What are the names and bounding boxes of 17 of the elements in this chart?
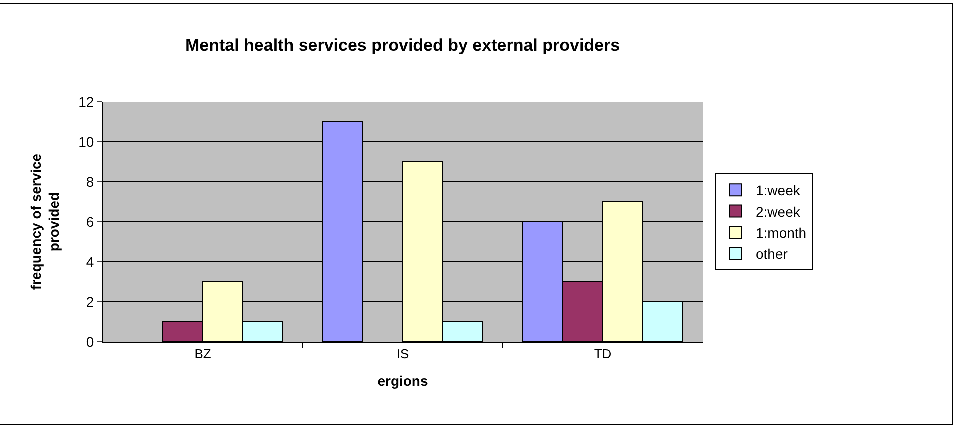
y-tick-label: 4	[86, 254, 94, 270]
legend-label: other	[756, 246, 788, 262]
x-tick-label: BZ	[194, 346, 212, 362]
x-tick-label: TD	[594, 346, 612, 362]
y-tick-label: 10	[78, 134, 94, 150]
x-axis-title: ergions	[378, 372, 428, 389]
y-tick-label: 6	[86, 214, 94, 230]
legend-label: 1:month	[756, 224, 807, 241]
y-tick-label: 0	[86, 334, 94, 350]
y-tick-label: 8	[86, 174, 94, 190]
y-tick-label: 12	[78, 94, 94, 110]
chart-title: Mental health services provided by external providers	[185, 36, 620, 55]
x-tick-label: IS	[396, 346, 410, 362]
y-axis-title: frequency of service provided	[28, 154, 62, 290]
y-tick-label: 2	[86, 294, 94, 310]
legend-label: 1:week	[756, 182, 802, 199]
legend-label: 2:week	[756, 204, 802, 220]
